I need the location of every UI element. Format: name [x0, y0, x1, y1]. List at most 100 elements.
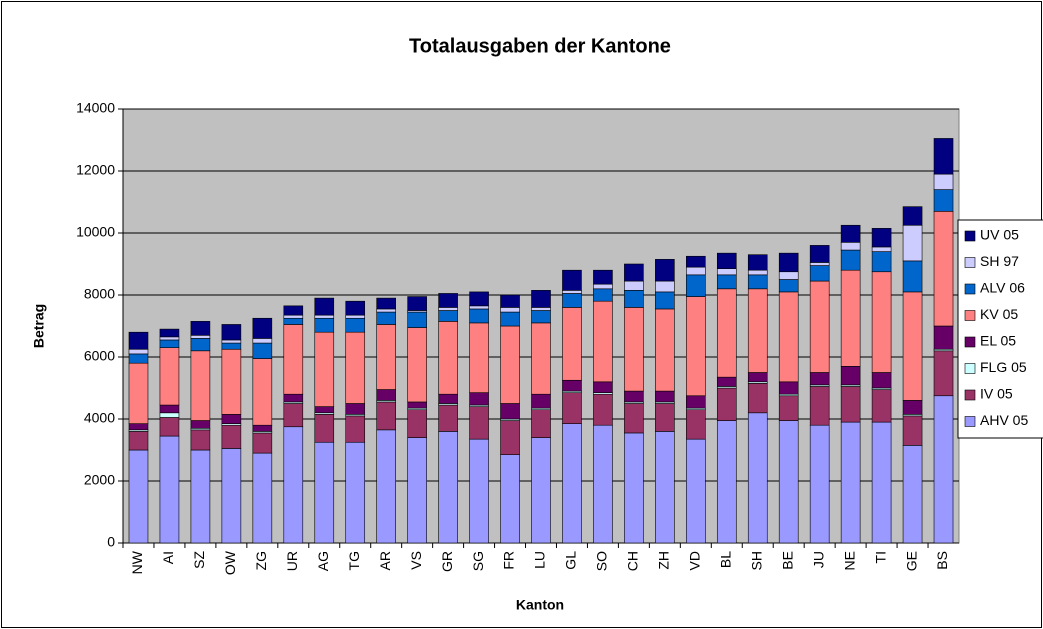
bar-segment [128, 423, 149, 431]
bar-segment [252, 452, 273, 544]
bar-segment [469, 322, 489, 393]
bar-segment [593, 269, 613, 285]
bar-segment [531, 307, 551, 311]
bar-segment [840, 386, 861, 423]
legend-label: ALV 06 [980, 280, 1025, 296]
bar-segment [562, 423, 582, 544]
bar-segment [314, 331, 335, 407]
bar-segment [902, 224, 923, 262]
bar-segment [624, 307, 644, 392]
bar-segment [933, 395, 954, 544]
y-tick-label: 14000 [76, 100, 115, 116]
bar-segment [840, 224, 861, 243]
bar-segment [159, 412, 180, 418]
bar-segment [809, 262, 830, 266]
bar-segment [190, 321, 211, 336]
bar-segment [190, 449, 211, 544]
bar-segment [902, 415, 923, 446]
bar-segment [221, 339, 242, 344]
bar-segment [252, 424, 273, 432]
bar-segment [809, 424, 830, 544]
bar-segment [345, 317, 366, 333]
bar-segment [407, 296, 427, 311]
y-tick-label: 4000 [84, 410, 115, 426]
legend-label: SH 97 [980, 253, 1019, 269]
bar-segment [655, 403, 675, 432]
bar-segment [128, 348, 149, 355]
bar-segment [407, 327, 427, 403]
x-tick-label: NW [129, 550, 145, 574]
bar-segment [716, 420, 737, 544]
bar-segment [469, 438, 489, 544]
bar-segment [562, 269, 582, 291]
bar-segment [531, 409, 551, 438]
bar-segment [562, 307, 582, 381]
bar-segment [376, 308, 396, 313]
bar-segment [190, 429, 211, 451]
x-tick-label: BS [934, 551, 950, 570]
bar-segment [314, 414, 335, 443]
bar-segment [840, 249, 861, 271]
bar-segment [159, 404, 180, 414]
x-tick-label: BL [717, 551, 733, 568]
y-axis-title: Betrag [31, 304, 47, 348]
bar-segment [500, 454, 520, 544]
bar-segment [840, 421, 861, 544]
x-tick-label: GR [439, 551, 455, 572]
bar-segment [252, 432, 273, 454]
bar-segment [809, 372, 830, 386]
x-tick-label: BE [779, 551, 795, 570]
legend-label: UV 05 [980, 227, 1019, 243]
bar-segment [933, 325, 954, 350]
bar-segment [902, 291, 923, 401]
bar-segment [840, 365, 861, 386]
bar-segment [686, 395, 706, 409]
bar-segment [376, 311, 396, 325]
bar-segment [778, 395, 799, 421]
bar-segment [933, 350, 954, 397]
x-tick-label: CH [625, 551, 641, 571]
bar-segment [159, 435, 180, 544]
bar-segment [128, 362, 149, 424]
bar-segment [871, 251, 892, 273]
chart-title: Totalausgaben der Kantone [409, 35, 671, 57]
bar-segment [221, 342, 242, 350]
bar-segment [190, 350, 211, 421]
bar-segment [902, 445, 923, 544]
bar-segment [778, 381, 799, 395]
bar-segment [345, 415, 366, 443]
bar-segment [500, 294, 520, 308]
bar-segment [159, 417, 180, 437]
bar-segment [655, 390, 675, 403]
x-tick-label: AG [315, 551, 331, 571]
bar-segment [686, 409, 706, 440]
legend-swatch [964, 283, 976, 295]
bar-segment [500, 307, 520, 313]
legend-swatch [964, 230, 976, 242]
bar-segment [190, 334, 211, 339]
legend-swatch [964, 310, 976, 321]
bar-segment [716, 274, 737, 290]
bar-segment [840, 242, 861, 251]
bar-segment [221, 414, 242, 424]
bar-segment [376, 429, 396, 544]
bar-segment [840, 269, 861, 367]
bar-segment [902, 260, 923, 293]
x-tick-label: OW [222, 550, 238, 575]
bar-segment [933, 211, 954, 327]
bar-segment [716, 387, 737, 421]
bar-segment [624, 403, 644, 434]
bar-segment [159, 328, 180, 338]
bar-segment [190, 338, 211, 352]
bar-segment [593, 424, 613, 544]
x-tick-label: AI [160, 551, 176, 564]
bar-segment [778, 252, 799, 273]
bar-segment [500, 403, 520, 420]
bar-segment [314, 297, 335, 316]
x-tick-label: SO [594, 551, 610, 571]
bar-segment [159, 339, 180, 349]
bar-segment [716, 376, 737, 387]
bar-segment [747, 288, 768, 373]
bar-segment [531, 393, 551, 409]
